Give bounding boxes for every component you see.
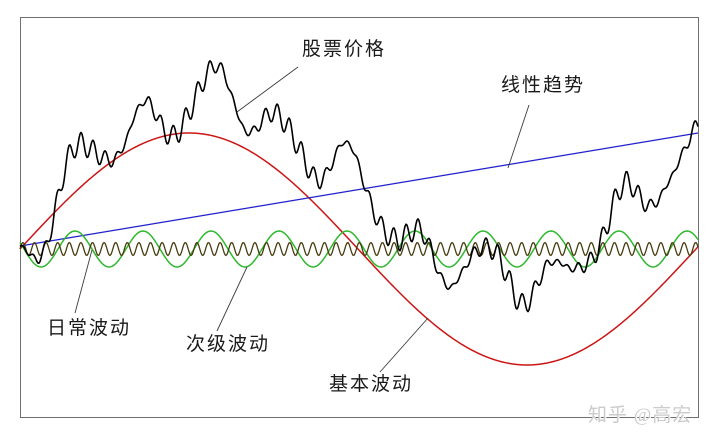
series-price-line (19, 60, 699, 313)
label-secondary-fluctuation: 次级波动 (186, 334, 271, 355)
label-primary-fluctuation: 基本波动 (329, 374, 414, 395)
label-daily-fluctuation: 日常波动 (47, 318, 132, 339)
annotation-pointer-line (216, 266, 248, 332)
series-primary-line (19, 132, 699, 366)
annotation-pointer-line (507, 104, 530, 169)
series-secondary-line (19, 230, 699, 268)
annotation-pointer-line (379, 317, 429, 373)
series-daily-line (19, 241, 699, 257)
label-linear-trend: 线性趋势 (501, 75, 586, 96)
annotation-pointer-line (236, 66, 299, 113)
plot-frame-border (20, 17, 699, 418)
series-trend-line (19, 132, 699, 247)
zhihu-watermark: 知乎 @高宏 (588, 405, 693, 426)
annotation-pointer-line (74, 249, 93, 314)
label-stock-price: 股票价格 (302, 39, 387, 60)
